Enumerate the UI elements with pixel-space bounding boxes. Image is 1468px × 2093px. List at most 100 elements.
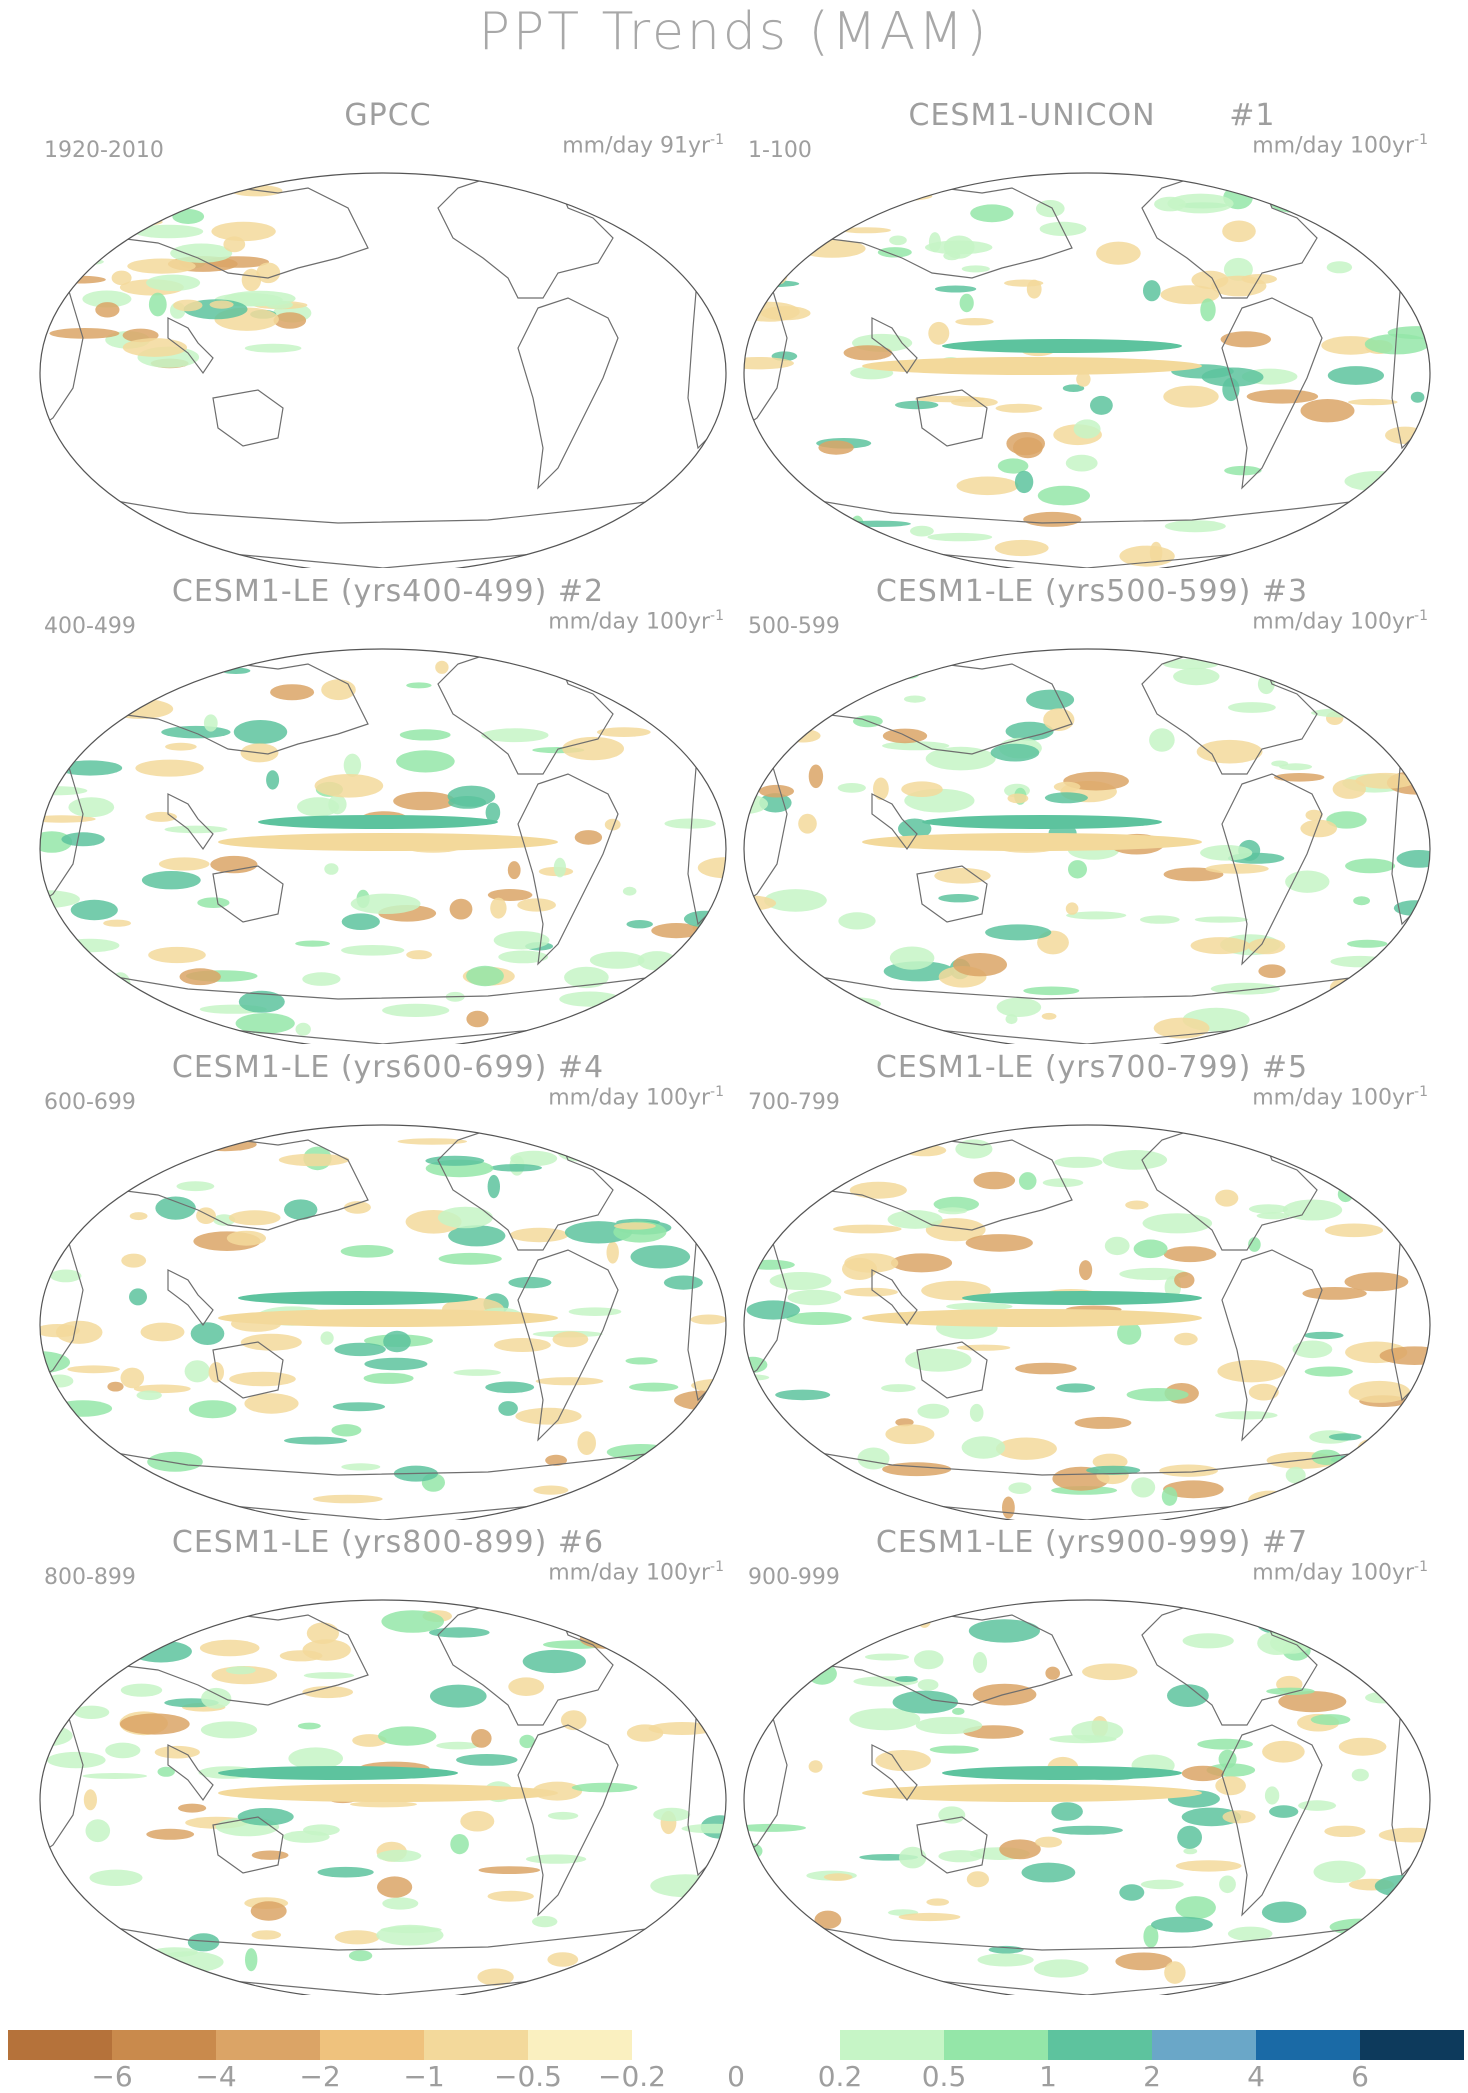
equatorial-dry-band — [862, 1784, 1202, 1802]
trend-blob — [60, 938, 120, 953]
trend-blob — [1220, 331, 1271, 348]
legend-swatch — [216, 2030, 320, 2060]
trend-blob — [161, 725, 231, 739]
trend-blob — [670, 1500, 690, 1516]
world-map — [39, 1124, 727, 1520]
trend-blob — [579, 662, 635, 679]
trend-blob — [1073, 419, 1101, 439]
panel-period: 1-100 — [748, 138, 812, 163]
trend-blob — [938, 1850, 983, 1863]
trend-blob — [838, 912, 876, 930]
trend-blob — [61, 1487, 77, 1497]
trend-blob — [1092, 1453, 1128, 1470]
trend-blob — [1292, 1340, 1333, 1359]
trend-blob — [56, 1469, 72, 1491]
coastline — [801, 182, 1073, 279]
trend-blob — [46, 1374, 74, 1388]
trend-blob — [656, 1467, 688, 1483]
coastline — [97, 497, 679, 568]
trend-blob — [1248, 1383, 1279, 1401]
legend-swatch — [424, 2030, 528, 2060]
trend-blob — [303, 1672, 355, 1679]
trend-blob — [925, 1218, 986, 1242]
trend-blob — [545, 1454, 567, 1466]
equatorial-dry-band — [862, 1309, 1202, 1327]
trend-blob — [396, 750, 455, 773]
trend-blob — [547, 1952, 579, 1967]
trend-blob — [752, 498, 791, 518]
trend-blob — [436, 1741, 480, 1750]
trend-blob — [1379, 711, 1423, 723]
trend-blob — [295, 940, 330, 947]
precip-trend-field — [40, 1137, 726, 1516]
trend-blob — [1330, 955, 1390, 968]
trend-blob — [1241, 274, 1277, 284]
trend-blob — [1173, 667, 1220, 686]
legend-swatch — [840, 2030, 944, 2060]
trend-blob — [760, 306, 811, 321]
trend-blob — [447, 785, 496, 807]
coastline — [517, 297, 619, 490]
trend-blob — [53, 1400, 113, 1417]
trend-blob — [244, 1393, 299, 1414]
trend-blob — [1196, 739, 1263, 764]
trend-blob — [1167, 1684, 1209, 1707]
trend-blob — [568, 1307, 622, 1316]
trend-blob — [203, 714, 218, 732]
trend-blob — [882, 1462, 952, 1477]
figure-title: PPT Trends (MAM) — [478, 2, 990, 62]
itcz-wet-band — [962, 1291, 1202, 1305]
trend-blob — [376, 1924, 444, 1946]
world-map — [743, 1599, 1431, 1995]
coastline — [687, 1218, 726, 1402]
trend-blob — [786, 1312, 852, 1325]
trend-blob — [1228, 702, 1276, 713]
trend-blob — [1304, 1366, 1353, 1377]
trend-blob — [973, 1171, 1016, 1190]
trend-blob — [490, 1164, 542, 1172]
trend-blob — [343, 753, 362, 777]
world-map — [39, 648, 727, 1044]
trend-blob — [755, 974, 774, 986]
trend-blob — [915, 1716, 983, 1735]
color-legend: −6 −4 −2 −1 −0.5 −0.2 0 0.2 0.5 1 2 4 6 — [8, 2030, 1464, 2093]
trend-blob — [102, 1008, 126, 1029]
trend-blob — [690, 1314, 726, 1325]
panel-units: mm/day 100yr-1 — [548, 1084, 724, 1111]
trend-blob — [1385, 426, 1426, 444]
map-border — [743, 1124, 1431, 1520]
trend-blob — [1071, 1720, 1124, 1743]
trend-blob — [1326, 811, 1367, 829]
precip-trend-field — [40, 1607, 726, 1989]
trend-blob — [785, 729, 821, 743]
trend-blob — [622, 886, 637, 896]
trend-blob — [80, 1657, 114, 1665]
legend-tick-label: 0.5 — [921, 2060, 967, 2093]
trend-blob — [1051, 1802, 1083, 1821]
trend-blob — [1278, 1691, 1347, 1713]
trend-blob — [655, 668, 696, 683]
trend-blob — [64, 698, 133, 715]
trend-blob — [1256, 1212, 1290, 1220]
trend-blob — [1305, 809, 1323, 821]
trend-blob — [49, 328, 120, 339]
trend-blob — [508, 1276, 552, 1289]
trend-blob — [140, 1322, 185, 1342]
trend-blob — [660, 679, 713, 696]
trend-blob — [1364, 333, 1430, 355]
trend-blob — [887, 1210, 943, 1229]
trend-blob — [1387, 1474, 1416, 1487]
trend-blob — [849, 1708, 921, 1731]
map-border — [743, 1599, 1431, 1995]
trend-blob — [105, 1742, 141, 1759]
trend-blob — [995, 1437, 1057, 1460]
trend-blob — [363, 1372, 414, 1384]
trend-blob — [498, 1401, 518, 1416]
trend-blob — [1163, 1246, 1217, 1263]
trend-blob — [178, 1803, 207, 1813]
trend-blob — [448, 1225, 506, 1247]
trend-blob — [1102, 1150, 1168, 1170]
map-border — [743, 172, 1431, 568]
trend-blob — [1387, 1006, 1428, 1018]
trend-blob — [1004, 279, 1044, 287]
